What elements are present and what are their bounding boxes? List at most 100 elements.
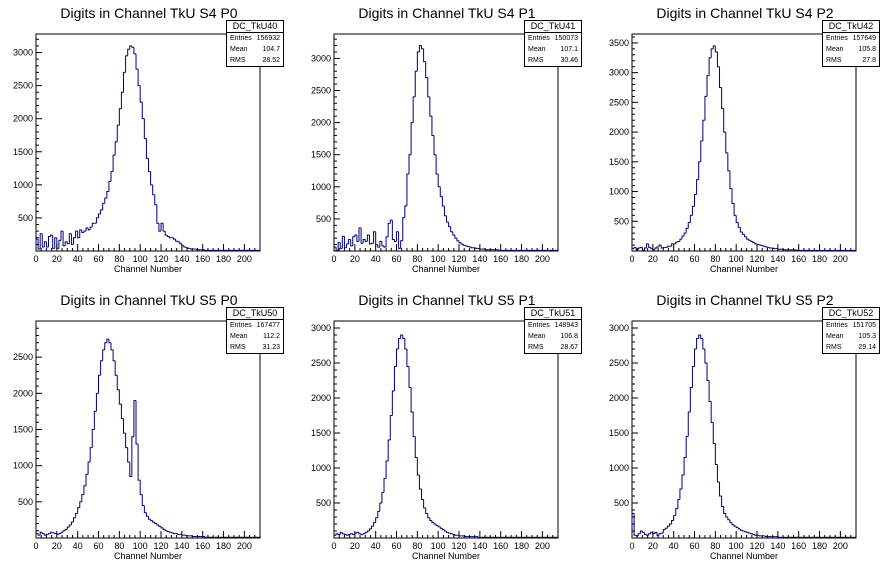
histogram-bin <box>45 533 49 536</box>
histogram-bin <box>741 530 745 532</box>
y-tick-label: 2500 <box>311 85 331 95</box>
histogram-bin <box>671 243 674 247</box>
x-tick-label: 20 <box>350 254 360 264</box>
stats-entries-row: Entries 157649 <box>823 33 879 44</box>
histogram-bin <box>79 229 82 238</box>
histogram-bin <box>37 239 41 250</box>
histogram-bin <box>91 429 95 448</box>
histogram-bin <box>694 194 697 207</box>
plot-frame <box>333 33 559 252</box>
histogram-bin <box>414 70 418 97</box>
histogram-plot: 0 20 40 60 80 100 120 140 160 180 200 500 1000 1500 20… <box>311 320 559 551</box>
histogram-bin <box>766 246 770 248</box>
stats-entries-label: Entries <box>230 322 252 329</box>
histogram-bin <box>702 338 705 350</box>
histogram-bin <box>446 215 449 223</box>
x-axis-label: Channel Number <box>411 551 481 561</box>
histogram-bin <box>485 249 489 251</box>
histogram-bin <box>637 247 641 250</box>
chart-title: Digits in Channel TkU S4 P2 <box>656 5 834 21</box>
histogram-bin <box>133 47 137 55</box>
histogram-bin <box>50 531 53 534</box>
histogram-bin <box>102 202 105 210</box>
x-tick-label: 0 <box>33 541 38 551</box>
x-tick-label: 180 <box>514 541 529 551</box>
histogram-bin <box>158 223 162 232</box>
histogram-bin <box>175 239 178 242</box>
histogram-bin <box>733 203 737 216</box>
histogram-bin <box>385 460 389 479</box>
histogram-bin <box>168 531 172 533</box>
x-tick-label: 140 <box>472 254 487 264</box>
histogram-bin <box>735 526 739 528</box>
histogram-bin <box>381 492 385 503</box>
histogram-bin <box>127 48 130 56</box>
histogram-bin <box>150 171 153 186</box>
histogram-bin <box>177 241 180 243</box>
histogram-bin <box>66 526 70 530</box>
histogram-bin <box>450 226 453 233</box>
histogram-bin <box>429 96 432 117</box>
histogram-bin <box>98 374 101 394</box>
histogram-bin <box>352 533 355 535</box>
histogram-bin <box>110 171 114 182</box>
stats-rms-row: RMS 27.8 <box>823 55 879 66</box>
y-tick-label: 1500 <box>311 428 331 438</box>
histogram-bin <box>158 524 162 527</box>
histogram-bin <box>706 75 710 97</box>
stats-mean-value: 106.8 <box>560 333 578 340</box>
histogram-bin <box>60 531 64 534</box>
histogram-bin <box>675 241 678 244</box>
histogram-bin <box>454 234 457 239</box>
histogram-bin <box>710 401 714 423</box>
histogram-bin <box>187 247 191 249</box>
histogram-bin <box>448 532 451 534</box>
histogram-bin <box>423 48 426 63</box>
histogram-bin <box>637 533 641 536</box>
histogram-bin <box>416 51 420 72</box>
histogram-bin <box>418 45 422 52</box>
histogram-bin <box>125 433 128 449</box>
x-tick-label: 100 <box>431 254 446 264</box>
histogram-bin <box>131 45 134 48</box>
histogram-bin <box>421 489 424 500</box>
histogram-bin <box>700 140 703 162</box>
x-tick-label: 80 <box>412 541 422 551</box>
x-tick-label: 20 <box>52 541 62 551</box>
histogram-bin <box>783 249 787 251</box>
histogram-bin <box>683 457 687 475</box>
histogram-bin <box>723 506 726 514</box>
histogram-bin <box>62 231 66 247</box>
histogram-bin <box>150 519 153 522</box>
histogram-bin <box>396 348 399 367</box>
histogram-bin <box>468 246 472 248</box>
x-tick-label: 160 <box>791 541 806 551</box>
histogram-bin <box>696 179 699 195</box>
histogram-bin <box>110 342 114 351</box>
histogram-bin <box>498 249 501 251</box>
histogram-bin <box>666 245 670 248</box>
histogram-bin <box>733 524 737 527</box>
histogram-bin <box>412 96 416 123</box>
stats-mean-row: Mean 112.2 <box>227 331 283 342</box>
x-tick-label: 40 <box>669 254 679 264</box>
histogram-bin <box>391 220 395 240</box>
histogram-plot: 0 20 40 60 80 100 120 140 160 180 200 500 1000 1500 20… <box>13 320 261 551</box>
histogram-bin <box>431 116 435 136</box>
x-tick-label: 60 <box>94 541 104 551</box>
histogram-bin <box>393 366 397 391</box>
histogram-bin <box>714 443 718 465</box>
histogram-bin <box>656 246 660 249</box>
y-tick-label: 1500 <box>13 425 33 435</box>
histogram-bin <box>418 475 422 490</box>
y-tick-label: 2000 <box>13 388 33 398</box>
histogram-bin <box>360 227 364 244</box>
histogram-bin <box>429 517 432 521</box>
histogram-bin <box>164 231 168 236</box>
histogram-bin <box>408 366 412 388</box>
stats-entries-label: Entries <box>826 322 848 329</box>
chart-title: Digits in Channel TkU S5 P0 <box>60 292 238 308</box>
x-tick-label: 0 <box>331 254 336 264</box>
histogram-bin <box>704 95 708 121</box>
histogram-bins <box>631 45 856 251</box>
